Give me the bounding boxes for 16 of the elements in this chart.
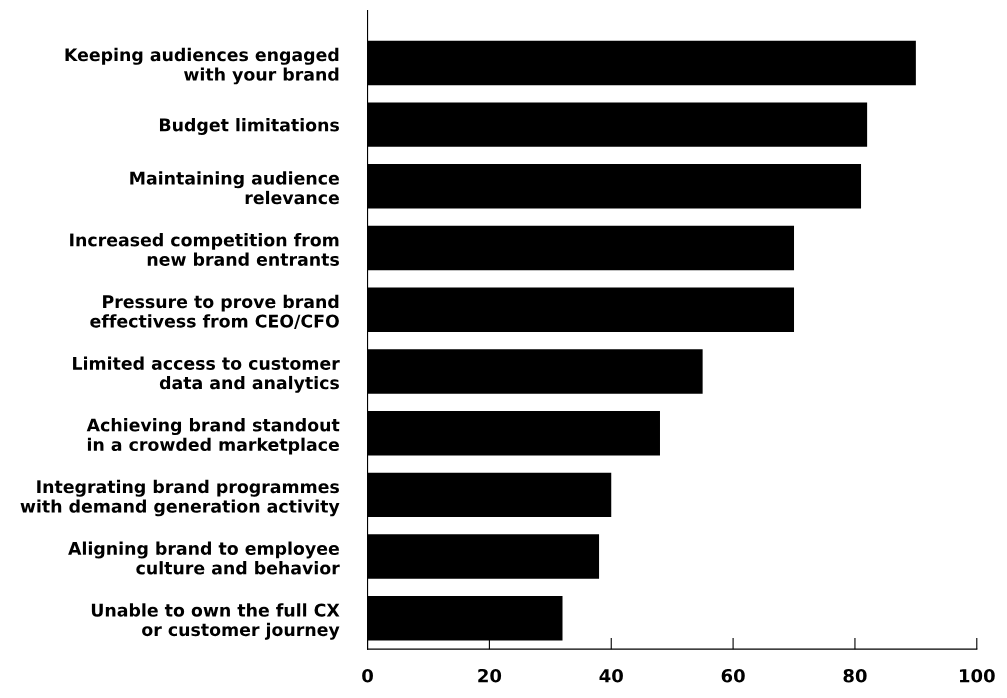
y-tick-label: Unable to own the full CX or customer journey (91, 603, 340, 640)
y-tick-label: Budget limitations (159, 118, 339, 135)
x-tick-label: 20 (478, 668, 502, 683)
x-tick-label: 40 (599, 668, 623, 683)
x-tick-label: 100 (959, 668, 995, 683)
y-tick-label: Aligning brand to employee culture and behavior (68, 541, 340, 575)
y-tick-label: Pressure to prove brand effectivess from CEO/CFO (90, 294, 339, 329)
x-tick-label: 80 (843, 668, 867, 683)
y-tick-label: Integrating brand programmes with demand generation activity (20, 479, 340, 517)
y-tick-label: Maintaining audience relevance (130, 171, 339, 205)
x-tick-label: 60 (721, 668, 745, 683)
y-tick-label: Limited access to customer data and analytics (73, 356, 340, 393)
y-tick-label: Increased competition from new brand entrants (70, 233, 339, 266)
x-tick-label: 0 (362, 668, 373, 683)
y-tick-label: Keeping audiences engaged with your brand (65, 47, 339, 85)
y-tick-label: Achieving brand standout in a crowded marketplace (86, 418, 340, 455)
